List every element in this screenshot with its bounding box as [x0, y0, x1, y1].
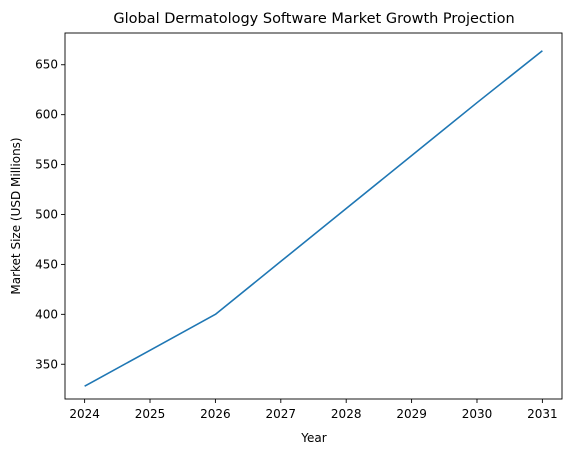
series-layer — [84, 50, 543, 387]
y-tick-label: 600 — [35, 108, 58, 122]
x-tick-label: 2027 — [266, 407, 297, 421]
series-line — [84, 50, 543, 387]
x-tick-label: 2026 — [200, 407, 231, 421]
x-axis: 2024 2025 2026 2027 2028 2029 2030 2031 — [69, 399, 558, 421]
x-tick-label: 2030 — [462, 407, 493, 421]
x-tick-label: 2024 — [69, 407, 100, 421]
y-tick-label: 550 — [35, 158, 58, 172]
y-tick-label: 350 — [35, 357, 58, 371]
y-axis: 350 400 450 500 550 600 650 — [35, 58, 65, 371]
y-tick-label: 500 — [35, 208, 58, 222]
chart-title: Global Dermatology Software Market Growt… — [113, 11, 514, 27]
x-tick-label: 2031 — [527, 407, 558, 421]
y-tick-label: 450 — [35, 257, 58, 271]
y-tick-label: 400 — [35, 307, 58, 321]
x-tick-label: 2028 — [331, 407, 362, 421]
x-tick-label: 2029 — [396, 407, 427, 421]
x-tick-label: 2025 — [135, 407, 166, 421]
y-tick-label: 650 — [35, 58, 58, 72]
x-axis-label: Year — [300, 431, 326, 445]
y-axis-label: Market Size (USD Millions) — [9, 137, 23, 294]
plot-frame — [64, 32, 563, 400]
